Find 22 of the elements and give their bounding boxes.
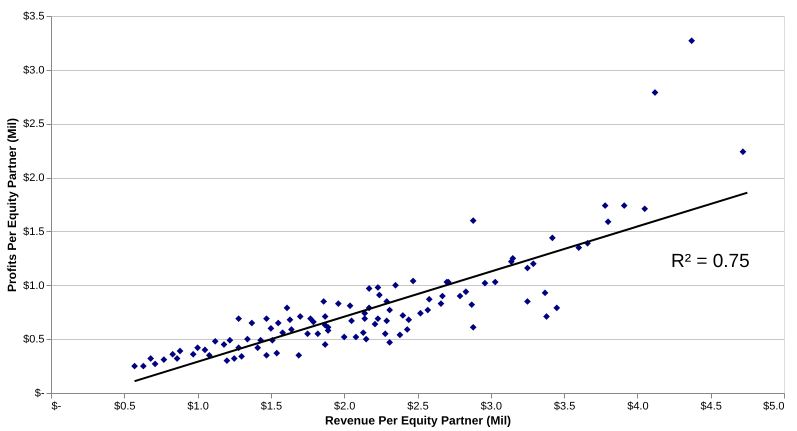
y-tick-label: $0.5	[23, 334, 44, 346]
x-tick-label: $1.5	[260, 400, 282, 412]
x-tick-label: $2.0	[334, 400, 356, 412]
x-tick-label: $3.0	[480, 400, 502, 412]
x-tick-label: $5.0	[763, 400, 784, 412]
y-tick-label: $2.0	[23, 172, 44, 184]
y-tick-label: $1.5	[23, 226, 44, 238]
y-tick-label: $2.5	[23, 118, 44, 130]
y-tick-label: $1.0	[23, 280, 44, 292]
x-tick-label: $4.0	[627, 400, 649, 412]
x-tick-label: $-	[52, 400, 62, 412]
y-tick-label: $-	[34, 388, 45, 400]
x-axis-title: Revenue Per Equity Partner (Mil)	[324, 414, 512, 428]
x-tick-label: $3.5	[554, 400, 576, 412]
x-tick-label: $4.5	[700, 400, 722, 412]
annotation: R² = 0.75	[671, 251, 750, 272]
x-tick-label: $0.5	[114, 400, 136, 412]
x-tick-label: $1.0	[187, 400, 209, 412]
y-tick-label: $3.0	[23, 64, 44, 76]
y-axis-title: Profits Per Equity Partner (Mil)	[5, 118, 20, 292]
x-tick-label: $2.5	[407, 400, 429, 412]
y-tick-label: $3.5	[23, 10, 44, 22]
